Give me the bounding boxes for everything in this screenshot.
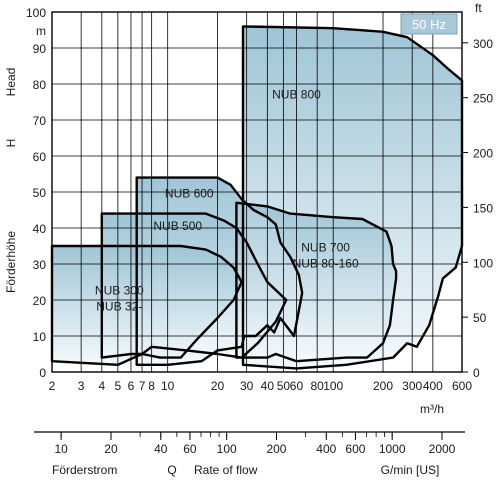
y-tick-label: 100 (26, 6, 46, 20)
x-tick-label: 20 (211, 379, 225, 393)
ft-tick-label: 0 (473, 366, 480, 380)
x-tick-label: 7 (139, 379, 146, 393)
y-label-part-0: Förderhöhe (4, 231, 18, 293)
series-label-0: NUB 800 (272, 87, 321, 101)
ft-tick-label: 250 (473, 92, 493, 106)
gpm-tick-label: 1000 (379, 442, 406, 456)
gpm-tick-label: 20 (104, 442, 118, 456)
frequency-badge (400, 13, 458, 35)
ft-tick-label: 50 (473, 311, 487, 325)
x-label-gpm: G/min [US] (381, 463, 440, 477)
x-tick-label: 300 (402, 379, 422, 393)
y-tick-label: 30 (33, 258, 47, 272)
x-tick-label: 8 (148, 379, 155, 393)
x-tick-label: 600 (452, 379, 472, 393)
series-label-4: NUB 300 (95, 284, 144, 298)
x-tick-label: 50 (277, 379, 291, 393)
x-tick-label: 100 (323, 379, 343, 393)
series-outline-1 (235, 201, 398, 363)
series-outline-4 (50, 244, 243, 366)
x-tick-label: 10 (161, 379, 175, 393)
y-label-part-2: Head (4, 68, 18, 97)
x-tick-label: 400 (423, 379, 443, 393)
gpm-tick-label: 60 (183, 442, 197, 456)
ft-tick-label: 100 (473, 256, 493, 270)
series-label-3: NUB 500 (153, 219, 202, 233)
y-tick-label: 10 (33, 330, 47, 344)
ft-tick-label: 150 (473, 201, 493, 215)
text-labels: 0102030405060708090100m05010015020025030… (4, 1, 493, 477)
series-label-1: NUB 700 (301, 240, 350, 254)
y-tick-label: 0 (39, 366, 46, 380)
x-label-german: Förderstrom (52, 463, 117, 477)
gpm-tick-label: 100 (217, 442, 237, 456)
x-label-symbol: Q (167, 463, 176, 477)
plot-frame (51, 11, 463, 373)
x-tick-label: 30 (240, 379, 254, 393)
gpm-tick-label: 400 (316, 442, 336, 456)
gpm-tick-label: 10 (54, 442, 68, 456)
series-outline-0 (241, 25, 464, 370)
x-tick-label: 5 (115, 379, 122, 393)
series-label-4: NUB 32- (96, 300, 142, 314)
x-tick-label: 6 (128, 379, 135, 393)
y-tick-label: 60 (33, 150, 47, 164)
y-label-part-1: H (4, 139, 18, 148)
ft-tick-label: 300 (473, 37, 493, 51)
x-tick-label: 3 (78, 379, 85, 393)
series-label-1: NUB 80-160 (293, 256, 359, 270)
series-area-4 (52, 246, 242, 365)
x-tick-label: 200 (373, 379, 393, 393)
x-unit-label: m³/h (420, 402, 444, 416)
x-tick-label: 40 (261, 379, 275, 393)
x-label-english: Rate of flow (194, 463, 258, 477)
y-tick-label: 20 (33, 294, 47, 308)
x-tick-label: 80 (310, 379, 324, 393)
x-tick-label: 2 (49, 379, 56, 393)
y-tick-label: 80 (33, 78, 47, 92)
ft-unit-label: ft (475, 1, 482, 15)
x-tick-label: 4 (98, 379, 105, 393)
axes (34, 11, 468, 440)
ft-tick-label: 200 (473, 147, 493, 161)
y-tick-label: 40 (33, 222, 47, 236)
frequency-badge-text: 50 Hz (412, 17, 446, 32)
gpm-tick-label: 2000 (429, 442, 456, 456)
y-tick-label: 70 (33, 114, 47, 128)
performance-outlines (50, 25, 464, 370)
performance-areas (52, 26, 462, 369)
y-tick-label: 50 (33, 186, 47, 200)
gpm-tick-label: 40 (154, 442, 168, 456)
gpm-tick-label: 600 (345, 442, 365, 456)
y-tick-label: 90 (33, 42, 47, 56)
x-tick-label: 60 (290, 379, 304, 393)
series-label-2: NUB 600 (165, 186, 214, 200)
gpm-tick-label: 200 (266, 442, 286, 456)
y-unit-label: m (36, 24, 46, 38)
